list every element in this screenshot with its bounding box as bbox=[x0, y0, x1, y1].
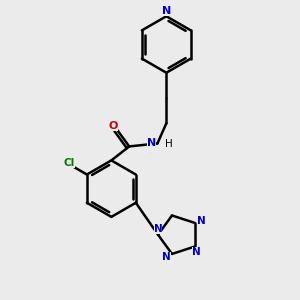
Text: O: O bbox=[109, 121, 118, 131]
Text: N: N bbox=[197, 216, 206, 226]
Text: Cl: Cl bbox=[63, 158, 75, 168]
Text: H: H bbox=[165, 140, 172, 149]
Text: N: N bbox=[162, 253, 171, 262]
Text: N: N bbox=[147, 139, 156, 148]
Text: N: N bbox=[162, 7, 171, 16]
Text: N: N bbox=[192, 247, 200, 257]
Text: N: N bbox=[154, 224, 162, 234]
